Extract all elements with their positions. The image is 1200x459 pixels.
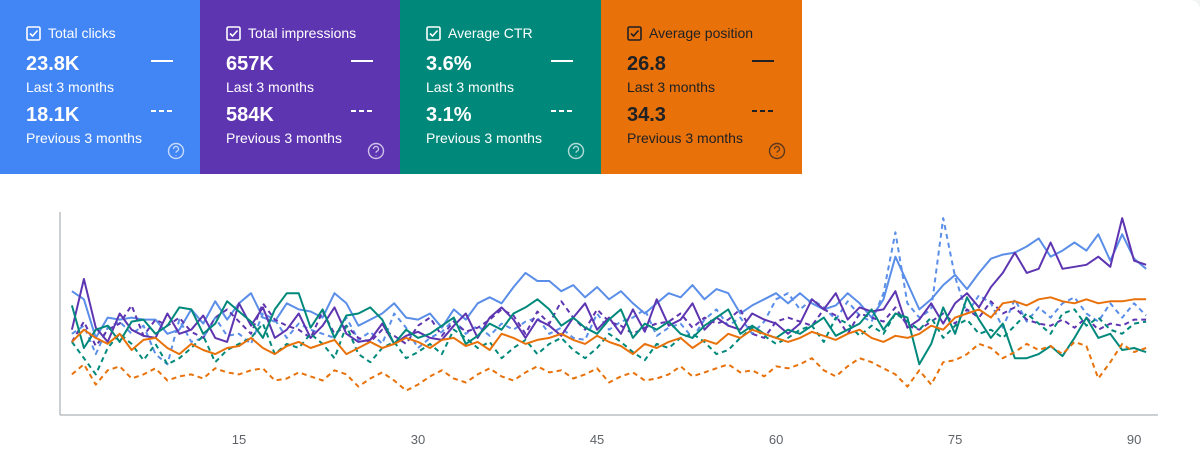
previous-value: 18.1K xyxy=(26,104,80,126)
card-title: Total clicks xyxy=(48,25,116,41)
x-tick-label: 60 xyxy=(769,432,783,447)
checkbox[interactable] xyxy=(26,26,41,41)
help-glyph xyxy=(572,145,580,156)
previous-value: 584K xyxy=(226,104,274,126)
card-icons xyxy=(226,26,385,160)
current-value: 657K xyxy=(226,53,274,75)
previous-label: Previous 3 months xyxy=(627,130,743,146)
card-title: Average CTR xyxy=(448,25,533,41)
previous-label: Previous 3 months xyxy=(226,130,342,146)
current-label: Last 3 months xyxy=(627,79,715,95)
x-tick-label: 45 xyxy=(590,432,604,447)
current-label: Last 3 months xyxy=(226,79,314,95)
previous-line xyxy=(71,308,1147,376)
card-icons xyxy=(627,26,786,160)
card-icons xyxy=(426,26,585,160)
checkmark xyxy=(29,29,39,38)
help-glyph xyxy=(372,145,380,156)
help-glyph xyxy=(773,145,781,156)
help-glyph xyxy=(172,145,180,156)
x-tick-label: 15 xyxy=(232,432,246,447)
help-icon[interactable] xyxy=(367,142,385,160)
current-line xyxy=(70,292,1147,366)
previous-label: Previous 3 months xyxy=(26,130,142,146)
card-title: Total impressions xyxy=(248,25,357,41)
current-line xyxy=(71,233,1147,339)
current-value: 23.8K xyxy=(26,53,80,75)
card-title: Average position xyxy=(649,25,754,41)
checkbox[interactable] xyxy=(627,26,642,41)
chart: 15 30 45 60 75 90 xyxy=(59,212,1158,447)
current-value: 3.6% xyxy=(426,53,472,75)
current-value: 26.8 xyxy=(627,53,666,75)
checkbox[interactable] xyxy=(426,26,441,41)
metric-card[interactable]: Total clicks 23.8K Last 3 months 18.1K Previ… xyxy=(0,0,200,174)
metric-card[interactable]: Average position 26.8 Last 3 months 34.3 Pre… xyxy=(601,0,802,174)
checkmark xyxy=(429,29,439,38)
current-line xyxy=(71,296,1147,356)
previous-label: Previous 3 months xyxy=(426,130,542,146)
checkbox[interactable] xyxy=(226,26,241,41)
checkmark xyxy=(229,29,239,38)
x-tick-label: 90 xyxy=(1127,432,1141,447)
previous-value: 34.3 xyxy=(627,104,666,126)
checkmark xyxy=(630,29,640,38)
current-label: Last 3 months xyxy=(426,79,514,95)
help-icon[interactable] xyxy=(167,142,185,160)
metric-card[interactable]: Average CTR 3.6% Last 3 months 3.1% Previous… xyxy=(400,0,601,174)
card-icons xyxy=(26,26,185,160)
x-tick-label: 75 xyxy=(948,432,962,447)
current-label: Last 3 months xyxy=(26,79,114,95)
previous-line xyxy=(71,300,1147,347)
metric-card[interactable]: Total impressions 657K Last 3 months 584K Pr… xyxy=(200,0,400,174)
previous-line xyxy=(71,340,1147,392)
help-icon[interactable] xyxy=(567,142,585,160)
x-tick-label: 30 xyxy=(411,432,425,447)
previous-value: 3.1% xyxy=(426,104,472,126)
help-icon[interactable] xyxy=(768,142,786,160)
current-line xyxy=(70,217,1147,345)
